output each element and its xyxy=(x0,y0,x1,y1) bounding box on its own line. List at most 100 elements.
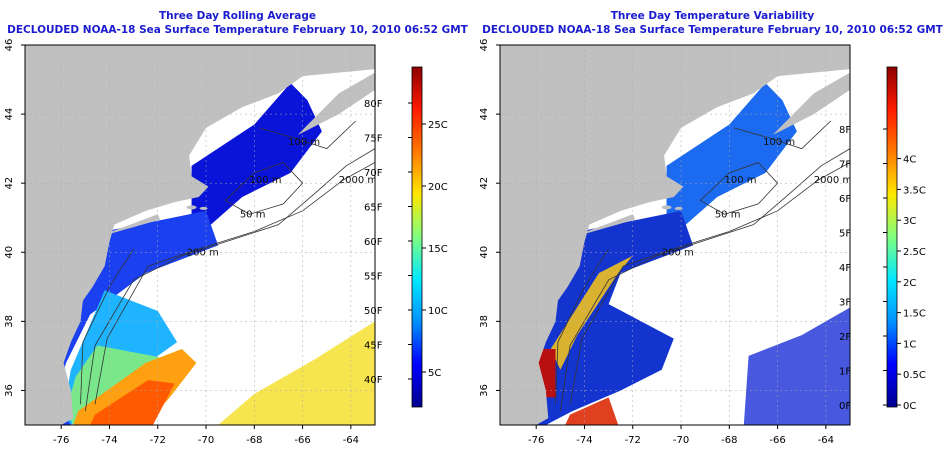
lon-tick-label: -68 xyxy=(246,435,262,446)
lat-tick-label: 38 xyxy=(479,315,490,328)
gulf-of-maine-cold-water xyxy=(191,83,322,235)
nantucket xyxy=(674,206,683,210)
isobath-label: 50 m xyxy=(240,210,266,221)
variability-map: 200 m 100 m 2000 m 100 m 50 m -76 -74 -72 -70 -68… xyxy=(479,39,926,446)
isobath-2000m xyxy=(94,162,375,405)
colorbar-label-c: 5C xyxy=(428,368,441,379)
lon-tick-label: -70 xyxy=(673,435,689,446)
colorbar-label-f: 5F xyxy=(839,229,851,240)
gulf-stream-core xyxy=(90,380,175,425)
panel-subtitle: DECLOUDED NOAA-18 Sea Surface Temperatur… xyxy=(7,24,468,36)
colorbar-label-f: 7F xyxy=(839,160,851,171)
offshore-warm-patches xyxy=(218,321,375,425)
lon-tick-label: -74 xyxy=(576,435,592,446)
map-area: 200 m 100 m 2000 m 100 m 50 m xyxy=(500,45,852,425)
isobath-label: 100 m xyxy=(249,175,281,186)
isobath-label: 200 m xyxy=(187,248,219,259)
isobath-label: 50 m xyxy=(715,210,741,221)
isobath-georges-bank xyxy=(224,161,304,215)
colorbar-label-c: 3.5C xyxy=(903,185,926,196)
graticule xyxy=(25,45,375,425)
isobath-label: 2000 m xyxy=(814,175,852,186)
panel-title: Three Day Rolling Average xyxy=(158,10,317,22)
isobath-label: 2000 m xyxy=(339,175,377,186)
long-island xyxy=(586,214,636,234)
isobath-label: 100 m xyxy=(288,137,320,148)
isobath-label: 100 m xyxy=(763,137,795,148)
colorbar-label-f: 55F xyxy=(364,272,383,283)
colorbar-label-c: 10C xyxy=(428,306,448,317)
colorbar-label-f: 3F xyxy=(839,298,851,309)
isobath-label: 100 m xyxy=(724,175,756,186)
lon-tick-label: -76 xyxy=(53,435,69,446)
map-area: 200 m 100 m 2000 m 100 m 50 m xyxy=(25,45,377,425)
colorbar-label-c: 0C xyxy=(903,401,916,412)
lat-tick-label: 38 xyxy=(4,315,15,328)
colorbar-label-f: 45F xyxy=(364,341,383,352)
colorbar-label-c: 0.5C xyxy=(903,370,926,381)
map-frame xyxy=(499,44,851,426)
lat-tick-label: 40 xyxy=(479,246,490,259)
colorbar-label-f: 2F xyxy=(839,332,851,343)
lat-tick-label: 44 xyxy=(479,108,490,121)
lat-tick-label: 46 xyxy=(479,39,490,52)
gulf-of-maine-variability xyxy=(666,83,797,235)
gulf-stream-variability xyxy=(565,397,619,425)
graticule xyxy=(500,45,850,425)
colorbar-label-f: 6F xyxy=(839,194,851,205)
isobath-200m xyxy=(559,148,850,412)
colorbar-label-f: 60F xyxy=(364,237,383,248)
lat-tick-label: 46 xyxy=(4,39,15,52)
gulf-stream-warm xyxy=(73,349,197,425)
colorbar-label-c: 1.5C xyxy=(903,309,926,320)
colorbar-label-c: 25C xyxy=(428,120,448,131)
lon-tick-label: -68 xyxy=(721,435,737,446)
martha-vineyard xyxy=(186,205,197,210)
nantucket xyxy=(199,206,208,210)
colorbar-label-f: 8F xyxy=(839,125,851,136)
lat-tick-label: 42 xyxy=(479,177,490,190)
sst-map: 200 m 100 m 2000 m 100 m 50 m -76 -74 -72 -70 -68… xyxy=(4,39,448,446)
land-mass xyxy=(25,45,375,425)
land-mass xyxy=(500,45,850,425)
panel-variability: Three Day Temperature Variability DECLOU… xyxy=(475,0,950,475)
offshore-variability-patches xyxy=(743,307,850,425)
panel-subtitle: DECLOUDED NOAA-18 Sea Surface Temperatur… xyxy=(482,24,943,36)
colorbar-label-f: 4F xyxy=(839,263,851,274)
nova-scotia xyxy=(772,72,850,135)
colorbar-label-c: 3C xyxy=(903,216,916,227)
isobath-200m xyxy=(84,148,375,412)
isobath-50m xyxy=(80,248,134,405)
colorbar-label-f: 80F xyxy=(364,99,383,110)
lon-tick-label: -64 xyxy=(343,435,359,446)
colorbar-label-c: 2.5C xyxy=(903,247,926,258)
colorbar-label-f: 65F xyxy=(364,203,383,214)
nova-scotia xyxy=(297,72,375,135)
isobath-100m-north xyxy=(259,120,356,150)
colorbar xyxy=(411,66,423,408)
isobath-100m-north xyxy=(734,120,831,150)
lat-tick-label: 36 xyxy=(4,384,15,397)
lon-tick-label: -74 xyxy=(101,435,117,446)
panel-title: Three Day Temperature Variability xyxy=(610,10,815,22)
colorbar xyxy=(886,66,898,408)
colorbar-label-f: 70F xyxy=(364,168,383,179)
colorbar-label-c: 2C xyxy=(903,278,916,289)
lat-tick-label: 36 xyxy=(479,384,490,397)
isobath-georges-bank xyxy=(699,161,779,215)
isobath-label: 200 m xyxy=(662,248,694,259)
lon-tick-label: -66 xyxy=(769,435,785,446)
colorbar-label-f: 75F xyxy=(364,134,383,145)
colorbar-label-f: 0F xyxy=(839,401,851,412)
shelf-front-band xyxy=(550,255,633,370)
colorbar-label-f: 1F xyxy=(839,367,851,378)
lon-tick-label: -64 xyxy=(818,435,834,446)
colorbar-label-c: 20C xyxy=(428,182,448,193)
colorbar-label-c: 15C xyxy=(428,244,448,255)
lon-tick-label: -72 xyxy=(150,435,166,446)
lon-tick-label: -70 xyxy=(198,435,214,446)
colorbar-label-f: 50F xyxy=(364,306,383,317)
colorbar-label-f: 40F xyxy=(364,375,383,386)
map-frame xyxy=(24,44,376,426)
isobath-2000m xyxy=(569,162,850,405)
